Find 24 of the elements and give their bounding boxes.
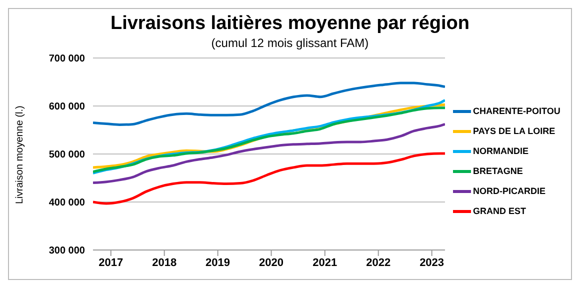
line-series <box>93 122 445 184</box>
x-tick-label: 2023 <box>420 256 444 269</box>
x-tick-label: 2022 <box>366 256 391 269</box>
y-tick-label: 600 000 <box>48 102 86 113</box>
x-tick-label: 2019 <box>206 256 230 269</box>
y-axis-title: Livraison moyenne (l.) <box>14 106 26 204</box>
x-tick-label: 2017 <box>98 256 124 269</box>
y-tick-label: 300 000 <box>48 246 86 257</box>
y-tick-label: 500 000 <box>48 150 86 161</box>
legend-label: PAYS DE LA LOIRE <box>473 126 556 136</box>
legend-label: CHARENTE-POITOU <box>473 106 560 116</box>
chart-title: Livraisons laitières moyenne par région <box>109 13 470 35</box>
y-tick-label: 700 000 <box>48 54 86 65</box>
x-tick-label: 2018 <box>152 256 177 269</box>
legend-label: NORD-PICARDIE <box>473 186 546 196</box>
line-series <box>93 82 445 126</box>
line-series <box>93 152 445 205</box>
legend-label: NORMANDIE <box>473 146 528 156</box>
y-tick-label: 400 000 <box>48 198 86 209</box>
x-tick-label: 2021 <box>312 256 338 269</box>
x-tick-label: 2020 <box>259 256 284 269</box>
legend-label: GRAND EST <box>473 206 526 216</box>
chart-subtitle: (cumul 12 mois glissant FAM) <box>210 36 370 50</box>
legend-label: BRETAGNE <box>473 166 523 176</box>
